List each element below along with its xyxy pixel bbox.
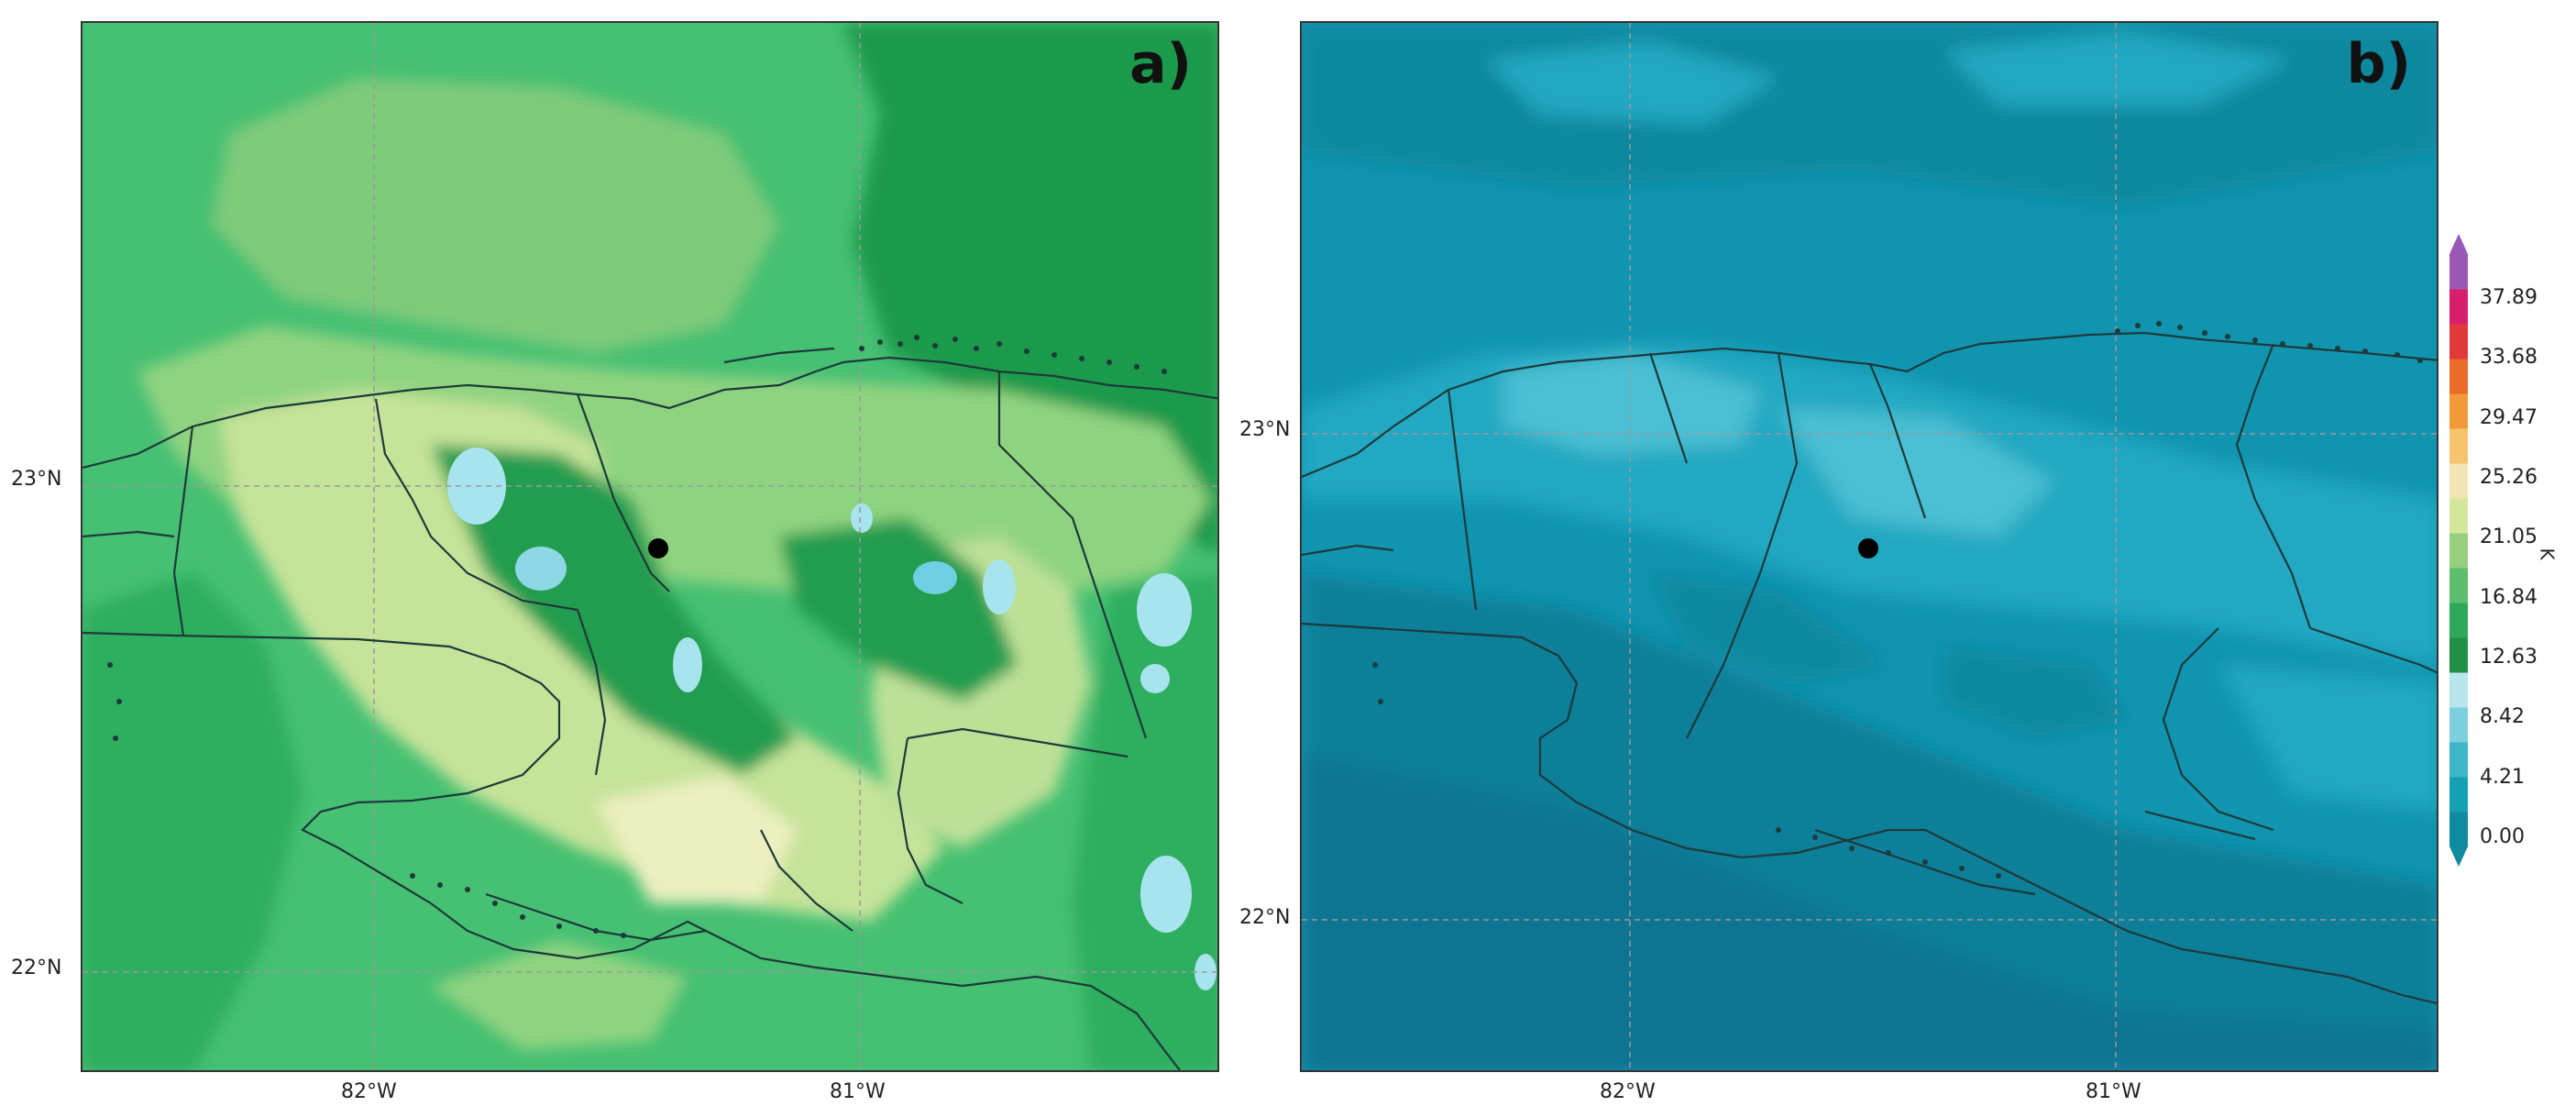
colorbar-segment — [2449, 254, 2468, 290]
colorbar-segment — [2449, 603, 2468, 638]
graticule — [83, 23, 1217, 1070]
cold-pockets — [447, 448, 1216, 990]
lat-label: 23°N — [11, 468, 62, 491]
lat-label: 22°N — [1239, 906, 1291, 929]
colorbar-tick-label: 37.89 — [2480, 286, 2537, 309]
colorbar-tick-label: 8.42 — [2480, 705, 2525, 729]
colorbar-segment — [2449, 812, 2468, 847]
colorbar-segment — [2449, 568, 2468, 603]
colorbar-unit: K — [2536, 547, 2559, 560]
colorbar — [2449, 234, 2468, 867]
colorbar-segment — [2449, 463, 2468, 499]
colorbar-segment — [2449, 359, 2468, 394]
map-panel-b: b) — [1300, 21, 2438, 1072]
lon-label: 82°W — [341, 1080, 397, 1103]
colorbar-segment — [2449, 637, 2468, 673]
graticule — [1302, 23, 2437, 1070]
site-marker — [1858, 538, 1878, 558]
colorbar-tick-label: 12.63 — [2480, 646, 2537, 669]
colorbar-segment — [2449, 707, 2468, 743]
coastline-and-boundaries — [1302, 331, 2437, 1005]
temperature-field — [83, 23, 1217, 1070]
lat-label: 23°N — [1239, 418, 1291, 441]
lat-label: 22°N — [11, 957, 62, 979]
colorbar-tick-label: 33.68 — [2480, 346, 2537, 370]
map-panel-a: a) — [81, 21, 1219, 1072]
colorbar-extend-max — [2449, 234, 2468, 254]
colorbar-segment — [2449, 777, 2468, 813]
colorbar-segment — [2449, 393, 2468, 429]
colorbar-segment — [2449, 742, 2468, 778]
colorbar-tick-label: 21.05 — [2480, 525, 2537, 549]
site-marker — [648, 538, 668, 558]
colorbar-segment — [2449, 428, 2468, 464]
map-a-canvas — [83, 23, 1217, 1070]
colorbar-tick-label: 16.84 — [2480, 585, 2537, 609]
keys-archipelago — [1372, 321, 2423, 879]
map-b-canvas — [1302, 23, 2437, 1070]
coastline-and-boundaries — [83, 347, 1217, 1070]
lon-label: 81°W — [830, 1080, 886, 1103]
colorbar-tick-label: 0.00 — [2480, 825, 2525, 848]
colorbar-segment — [2449, 533, 2468, 569]
temperature-field — [1302, 23, 2437, 1070]
colorbar-tick-label: 25.26 — [2480, 466, 2537, 489]
colorbar-segment — [2449, 289, 2468, 325]
lon-label: 81°W — [2086, 1080, 2141, 1103]
colorbar-segments — [2449, 234, 2468, 867]
colorbar-tick-label: 29.47 — [2480, 405, 2537, 429]
panel-label: b) — [2346, 32, 2411, 96]
colorbar-segment — [2449, 498, 2468, 534]
colorbar-extend-min — [2449, 846, 2468, 867]
colorbar-segment — [2449, 324, 2468, 359]
colorbar-tick-label: 4.21 — [2480, 765, 2525, 789]
lon-label: 82°W — [1600, 1080, 1656, 1103]
keys-archipelago — [107, 335, 1167, 938]
colorbar-segment — [2449, 672, 2468, 708]
panel-label: a) — [1129, 32, 1192, 96]
